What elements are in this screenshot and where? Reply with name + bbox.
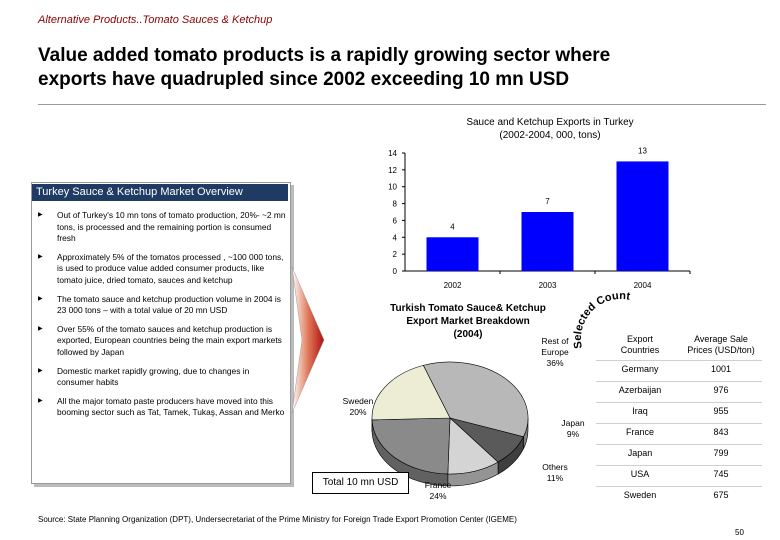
page-title-line-1: Value added tomato products is a rapidly… (38, 45, 611, 66)
pie-chart-title-line: Turkish Tomato Sauce& Ketchup (390, 303, 546, 314)
price-table-header-line: Countries (620, 345, 660, 355)
bar-chart-title-line-1: Sauce and Ketchup Exports in Turkey (466, 117, 634, 128)
price-table-country: Sweden (623, 490, 657, 500)
bar-chart-value-label: 7 (545, 197, 550, 206)
price-table-country: Japan (627, 448, 653, 458)
pie-slice-value: 9% (567, 429, 580, 439)
pie-slice-value: 24% (429, 491, 446, 501)
page-number: 50 (735, 528, 744, 537)
bar-chart-value-label: 13 (638, 146, 647, 155)
pie-slice-name: Rest of (542, 336, 570, 346)
price-table-country: Germany (621, 364, 659, 374)
bar-chart-y-tick-label: 6 (393, 216, 398, 225)
title-divider (38, 104, 766, 105)
market-overview-bullet: Approximately 5% of the tomatos processe… (38, 252, 286, 287)
pie-slice (422, 361, 529, 438)
page-title-line-2: exports have quadrupled since 2002 excee… (38, 69, 570, 90)
bar-chart-y-tick-label: 14 (388, 149, 397, 158)
price-table-divider (596, 402, 762, 403)
arrow-right-icon (291, 266, 325, 414)
price-table-price: 955 (713, 406, 729, 416)
selected-countries-label: Selected Countries (570, 290, 631, 349)
pie-chart-title-line: Export Market Breakdown (406, 316, 530, 327)
pie-slice-name: Europe (541, 347, 569, 357)
bar-chart-y-tick-label: 0 (393, 267, 398, 276)
bar-chart-title-line-2: (2002-2004, 000, tons) (499, 130, 601, 141)
price-table-header-line: Average Sale (694, 334, 748, 344)
price-table-country: Azerbaijan (618, 385, 662, 395)
page-title: Value added tomato products is a rapidly… (38, 44, 758, 92)
bar-chart-category-label: 2003 (539, 281, 557, 290)
market-overview-bullets: Out of Turkey's 10 mn tons of tomato pro… (38, 210, 286, 426)
price-table-header: Average Sale Prices (USD/ton) (678, 334, 764, 356)
pie-slice-value: 11% (547, 473, 564, 483)
source-note: Source: State Planning Organization (DPT… (38, 515, 517, 524)
market-overview-bullet: The tomato sauce and ketchup production … (38, 294, 286, 317)
pie-chart-title-line: (2004) (453, 329, 483, 340)
price-table-divider (596, 444, 762, 445)
price-table-header: Export Countries (600, 334, 680, 356)
bar-chart-y-tick-label: 8 (393, 200, 398, 209)
bar-chart-category-label: 2004 (634, 281, 652, 290)
price-table-header-line: Prices (USD/ton) (687, 345, 755, 355)
pie-slice-value: 20% (349, 407, 366, 417)
bar-chart-y-tick-label: 12 (388, 166, 397, 175)
market-overview-title: Turkey Sauce & Ketchup Market Overview (32, 184, 288, 201)
price-table-price: 675 (713, 490, 729, 500)
pie-chart-title: Turkish Tomato Sauce& Ketchup Export Mark… (360, 302, 576, 341)
bar-chart-y-tick-label: 4 (393, 233, 398, 242)
pie-slice-name: Others (542, 462, 568, 472)
market-overview-bullet: Out of Turkey's 10 mn tons of tomato pro… (38, 210, 286, 245)
market-overview-bullet: All the major tomato paste producers hav… (38, 396, 286, 419)
price-table-divider (596, 486, 762, 487)
breadcrumb: Alternative Products..Tomato Sauces & Ke… (38, 14, 273, 26)
pie-slice-name: Sweden (343, 396, 374, 406)
price-table: Export Countries Average Sale Prices (USD/t… (596, 334, 762, 514)
bar-chart-bar (426, 237, 479, 271)
bar-chart-category-label: 2002 (444, 281, 462, 290)
bar-chart-y-tick-label: 10 (388, 183, 397, 192)
pie-slice-name: France (425, 480, 452, 490)
pie-slice-value: 36% (546, 358, 563, 368)
market-overview-bullet: Domestic market rapidly growing, due to … (38, 366, 286, 389)
price-table-price: 799 (713, 448, 729, 458)
price-table-divider (596, 381, 762, 382)
market-overview-bullet: Over 55% of the tomato sauces and ketchu… (38, 324, 286, 359)
price-table-price: 745 (713, 469, 729, 479)
bar-chart: 0 2 4 6 8 10 12 14 4 2002 7 2003 13 2004 (388, 146, 691, 290)
price-table-divider (596, 423, 762, 424)
price-table-price: 976 (713, 385, 729, 395)
bar-chart-y-tick-label: 2 (393, 250, 398, 259)
price-table-country: Iraq (632, 406, 648, 416)
price-table-price: 843 (713, 427, 729, 437)
pie-slice (371, 417, 451, 475)
price-table-divider (596, 360, 762, 361)
price-table-country: USA (630, 469, 650, 479)
bar-chart-title: Sauce and Ketchup Exports in Turkey (200… (380, 116, 720, 142)
bar-chart-bar (521, 212, 574, 271)
pie-slice (371, 365, 451, 421)
total-value-box: Total 10 mn USD (312, 472, 409, 494)
price-table-price: 1001 (710, 364, 732, 374)
bar-chart-value-label: 4 (450, 222, 455, 231)
price-table-country: France (625, 427, 654, 437)
pie-slice-name: Japan (561, 418, 584, 428)
price-table-divider (596, 465, 762, 466)
bar-chart-bar (616, 161, 669, 271)
price-table-header-line: Export (626, 334, 653, 344)
